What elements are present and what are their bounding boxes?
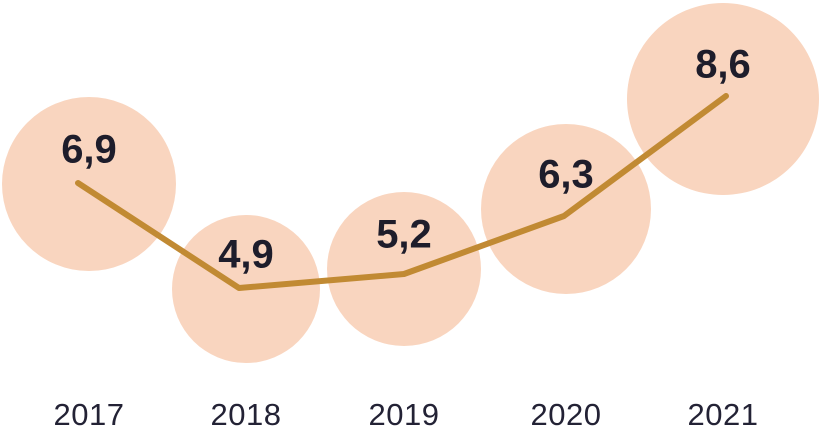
bubble-2020 [481,124,651,294]
line-layer [75,93,729,291]
x-axis-label-2021: 2021 [688,397,759,428]
x-axis-label-2019: 2019 [369,397,440,428]
x-axis-label-2017: 2017 [54,397,125,428]
value-label-2017: 6,9 [61,127,117,171]
value-label-2021: 8,6 [695,42,751,86]
bubble-2019 [327,192,481,346]
value-label-2019: 5,2 [376,212,432,256]
value-label-layer: 6,9 4,9 5,2 6,3 8,6 [61,42,751,276]
trend-line [75,93,729,291]
x-axis-label-layer: 2017 2018 2019 2020 2021 [54,397,759,428]
bubble-2017 [2,97,176,271]
value-label-2020: 6,3 [538,152,594,196]
bubble-layer [2,3,819,363]
x-axis-label-2020: 2020 [531,397,602,428]
x-axis-label-2018: 2018 [211,397,282,428]
value-label-2018: 4,9 [218,232,274,276]
